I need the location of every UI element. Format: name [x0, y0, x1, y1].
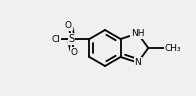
- Text: O: O: [71, 48, 78, 57]
- Text: O: O: [65, 21, 72, 30]
- Text: N: N: [134, 58, 141, 67]
- Text: S: S: [68, 34, 74, 44]
- Text: Cl: Cl: [52, 34, 61, 43]
- Text: NH: NH: [131, 29, 144, 38]
- Text: CH₃: CH₃: [164, 43, 181, 53]
